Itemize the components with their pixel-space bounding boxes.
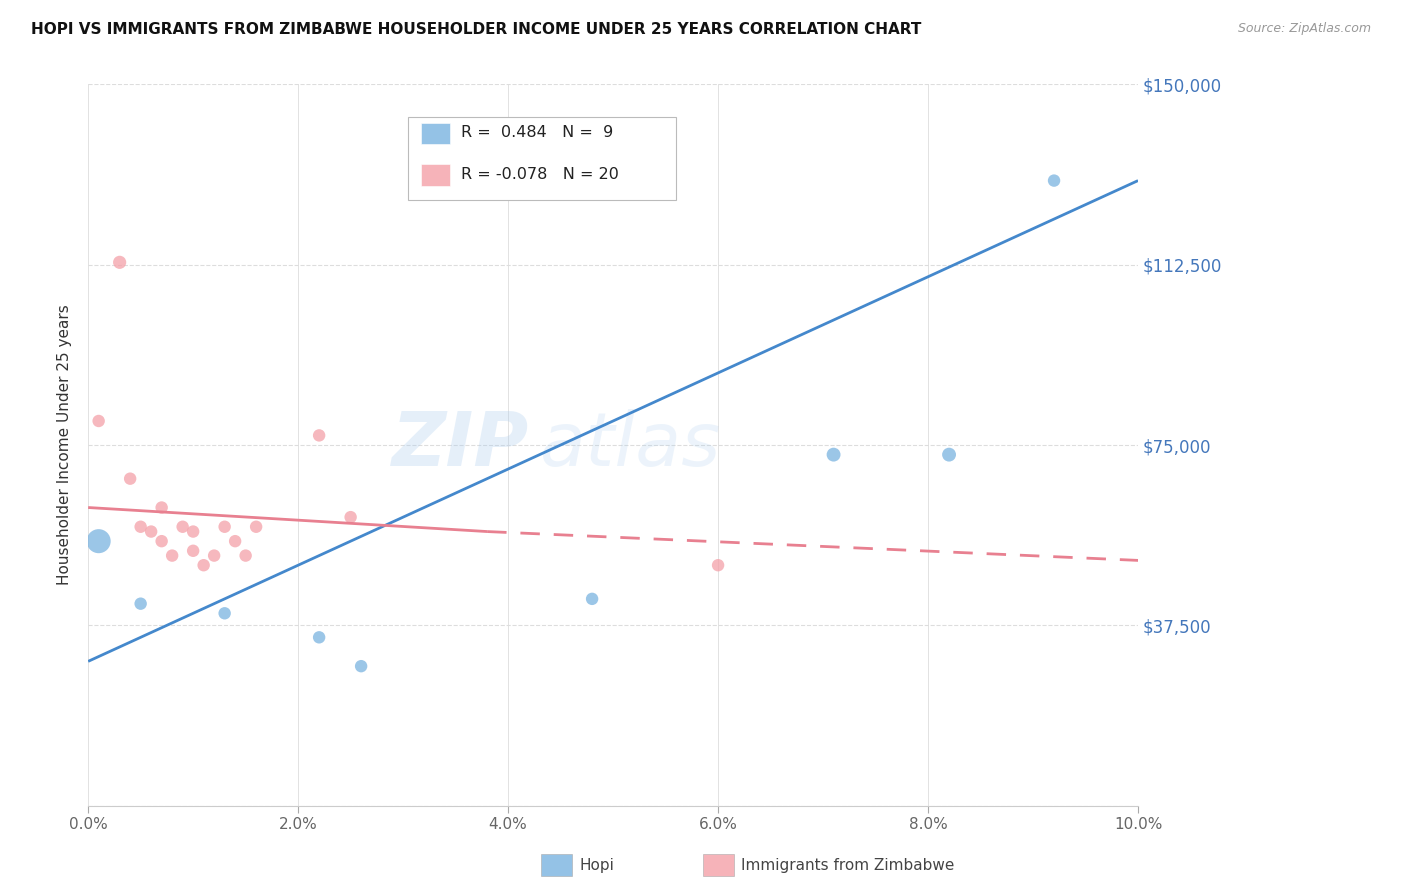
FancyBboxPatch shape (420, 123, 450, 145)
Point (150, 534, 173, 549)
Point (235, 549, 257, 563)
Point (214, 607, 236, 621)
Point (202, 549, 225, 563)
Point (150, 500, 173, 515)
Point (1043, 173, 1066, 187)
Point (581, 591, 603, 606)
Y-axis label: Householder Income Under 25 years: Householder Income Under 25 years (58, 305, 72, 585)
Point (87, 414, 110, 428)
Point (181, 543, 204, 558)
Point (245, 520, 267, 534)
Text: R = -0.078   N = 20: R = -0.078 N = 20 (461, 167, 619, 182)
Point (823, 448, 845, 462)
Point (339, 510, 361, 524)
Text: Hopi: Hopi (579, 858, 614, 872)
Point (181, 524, 204, 539)
Text: Source: ZipAtlas.com: Source: ZipAtlas.com (1237, 22, 1371, 36)
Text: atlas: atlas (540, 409, 721, 481)
Point (707, 558, 730, 573)
Point (308, 428, 330, 442)
Point (87, 534, 110, 549)
Point (308, 630, 330, 644)
Text: R =  0.484   N =  9: R = 0.484 N = 9 (461, 125, 613, 140)
Point (193, 558, 215, 573)
Text: ZIP: ZIP (392, 409, 529, 482)
FancyBboxPatch shape (408, 117, 676, 200)
Point (120, 472, 142, 486)
Point (108, 255, 131, 269)
Point (172, 520, 194, 534)
Point (141, 524, 163, 539)
Point (160, 549, 183, 563)
Point (129, 520, 152, 534)
FancyBboxPatch shape (420, 164, 450, 186)
Point (214, 520, 236, 534)
Point (224, 534, 246, 549)
Text: Immigrants from Zimbabwe: Immigrants from Zimbabwe (741, 858, 955, 872)
Text: HOPI VS IMMIGRANTS FROM ZIMBABWE HOUSEHOLDER INCOME UNDER 25 YEARS CORRELATION C: HOPI VS IMMIGRANTS FROM ZIMBABWE HOUSEHO… (31, 22, 921, 37)
Point (129, 597, 152, 611)
Point (938, 448, 960, 462)
Point (350, 659, 373, 673)
